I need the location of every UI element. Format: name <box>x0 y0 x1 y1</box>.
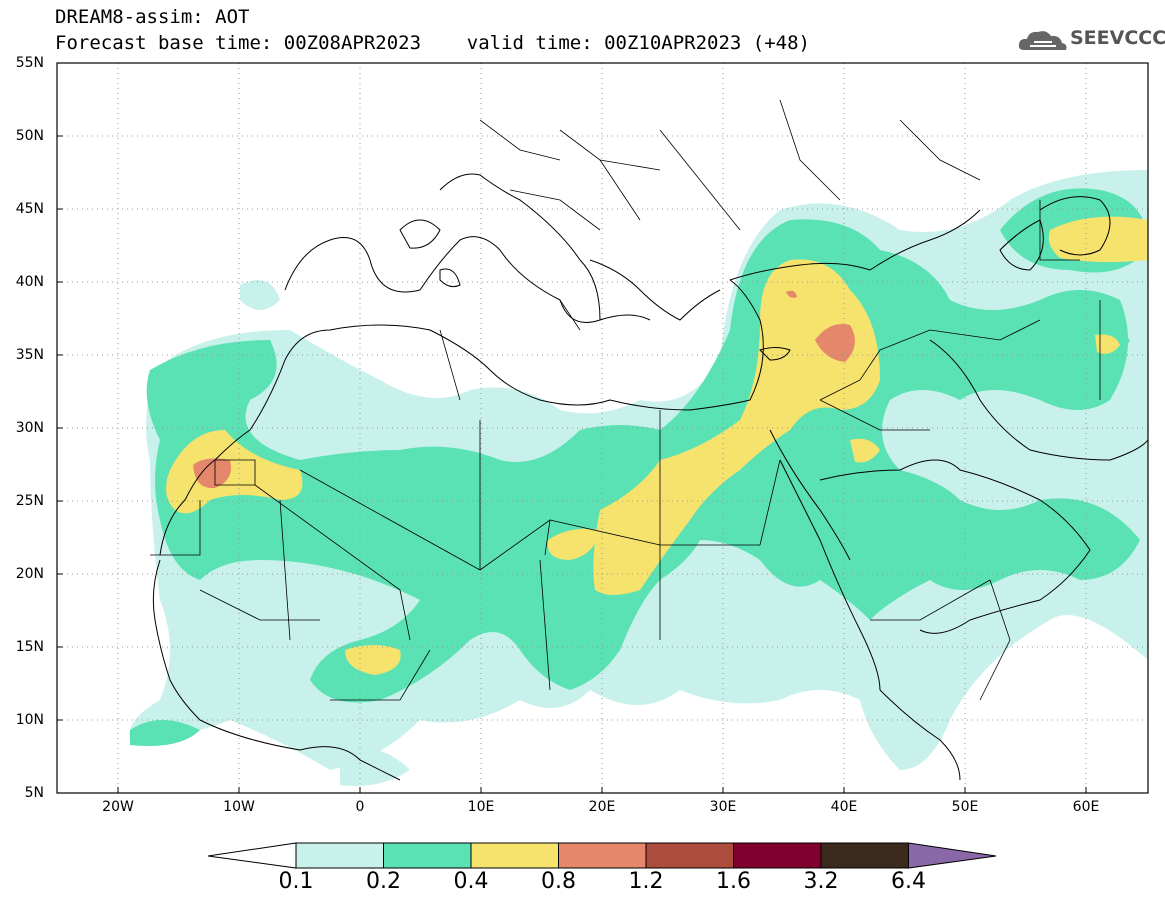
cloud-logo-icon <box>1018 31 1067 50</box>
lat-label: 15N <box>15 639 44 655</box>
lon-label: 30E <box>709 799 737 815</box>
lat-label: 45N <box>15 201 44 217</box>
lat-label: 25N <box>15 493 44 509</box>
axis-ticks <box>57 62 1087 793</box>
colorbar-tick-label: 0.1 <box>278 869 314 894</box>
colorbar-tick-label: 1.6 <box>716 869 751 894</box>
colorbar-box-7 <box>820 842 909 869</box>
lat-label: 55N <box>15 55 44 71</box>
colorbar-tick-label: 0.4 <box>453 869 489 894</box>
colorbar-box-4 <box>558 842 647 869</box>
colorbar-lower-arrow <box>207 842 297 869</box>
map-title: DREAM8-assim: AOT <box>55 6 250 28</box>
colorbar-upper-arrow <box>908 842 997 869</box>
lat-label: 10N <box>15 712 44 728</box>
logo-text: SEEVCCC <box>1070 27 1165 49</box>
colorbar-box-1 <box>295 842 384 869</box>
lon-label: 10W <box>223 799 255 815</box>
lon-label: 20W <box>102 799 134 815</box>
lat-label: 50N <box>15 128 44 144</box>
colorbar-tick-label: 6.4 <box>891 869 926 894</box>
lon-label: 0 <box>355 799 365 815</box>
colorbar-box-3 <box>470 842 559 869</box>
lat-label: 40N <box>15 274 44 290</box>
colorbar <box>207 842 997 869</box>
coastlines <box>152 173 1148 781</box>
country-borders <box>150 99 1101 701</box>
colorbar-tick-label: 3.2 <box>803 869 839 894</box>
colorbar-box-6 <box>733 842 822 869</box>
colorbar-box-5 <box>645 842 734 869</box>
lat-label: 30N <box>15 420 44 436</box>
colorbar-tick-label: 0.2 <box>366 869 401 894</box>
lon-label: 10E <box>467 799 495 815</box>
lat-label: 20N <box>15 566 44 582</box>
lat-label: 35N <box>15 347 44 363</box>
lon-label: 60E <box>1072 799 1100 815</box>
colorbar-tick-label: 0.8 <box>541 869 576 894</box>
colorbar-tick-label: 1.2 <box>628 869 664 894</box>
colorbar-box-2 <box>383 842 472 869</box>
lon-label: 20E <box>588 799 616 815</box>
lon-label: 50E <box>951 799 979 815</box>
lat-label: 5N <box>24 785 44 801</box>
graticule <box>57 63 1148 793</box>
lon-label: 40E <box>830 799 858 815</box>
forecast-time-line: Forecast base time: 00Z08APR2023 valid t… <box>55 32 810 54</box>
